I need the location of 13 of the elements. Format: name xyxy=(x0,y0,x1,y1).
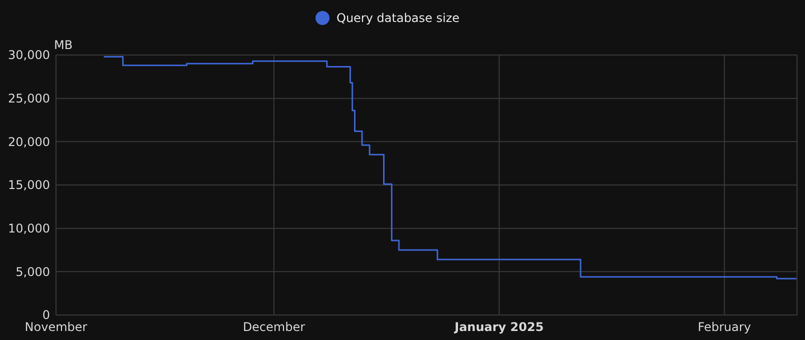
x-tick-label: February xyxy=(698,320,751,334)
x-tick-label: December xyxy=(242,320,306,334)
y-tick-label: 10,000 xyxy=(8,222,50,236)
y-tick-label: 25,000 xyxy=(8,92,50,106)
y-tick-label: 30,000 xyxy=(8,48,50,62)
x-tick-label: November xyxy=(24,320,88,334)
legend-label: Query database size xyxy=(336,11,460,25)
y-tick-label: 20,000 xyxy=(8,134,50,149)
y-axis-title: MB xyxy=(54,38,73,52)
x-tick-label: January 2025 xyxy=(454,320,544,334)
y-tick-label: 0 xyxy=(42,308,50,322)
y-tick-label: 15,000 xyxy=(8,178,50,192)
y-tick-label: 5,000 xyxy=(16,264,50,279)
